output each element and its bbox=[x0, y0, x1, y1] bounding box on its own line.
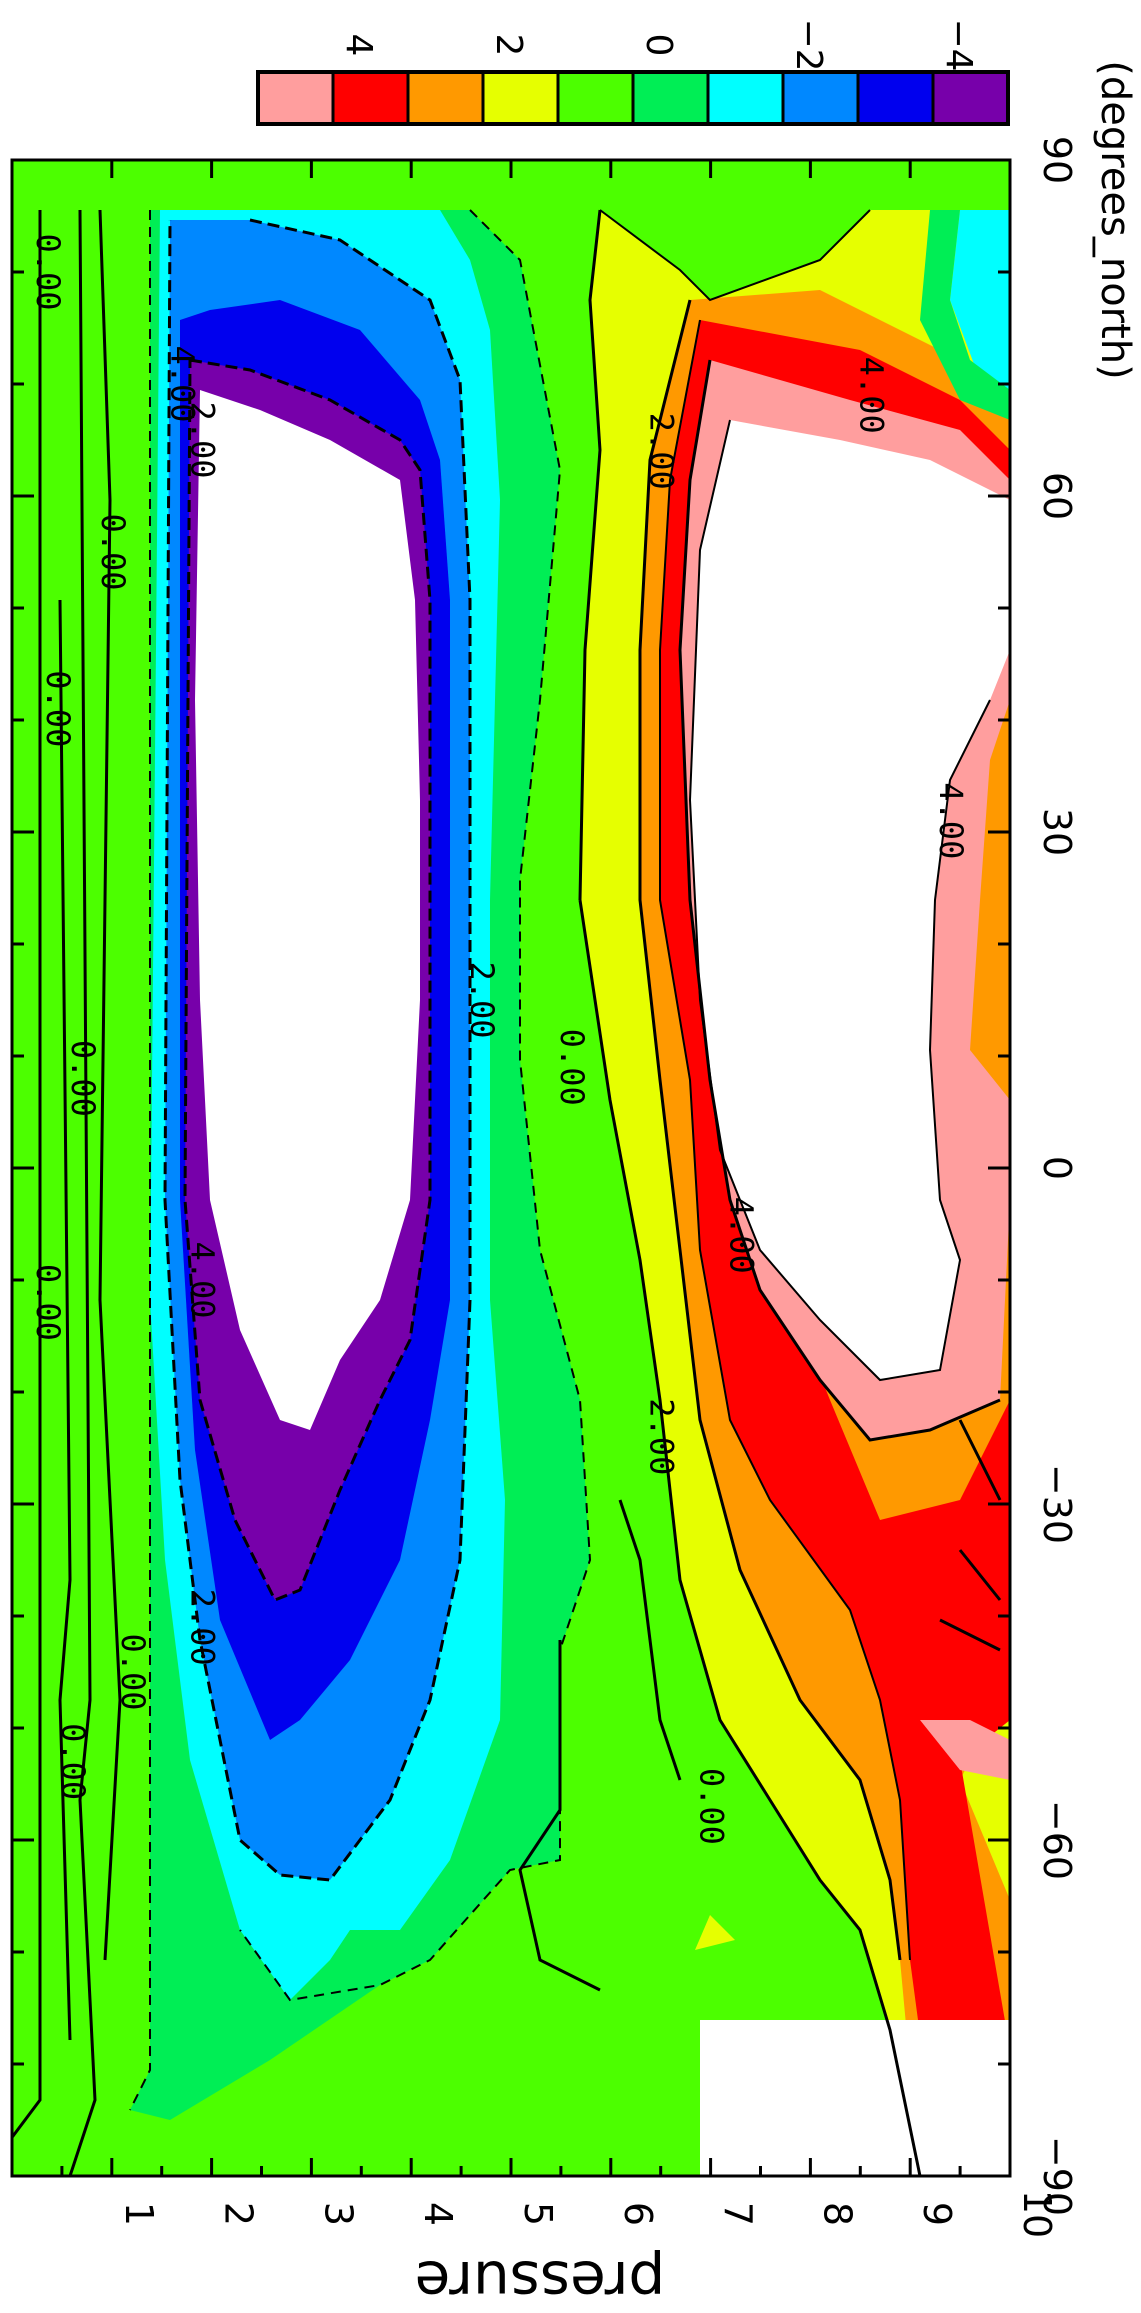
contour-fill-pink-2 bbox=[920, 1720, 1010, 1780]
contour-label: 2.00 bbox=[463, 961, 501, 1038]
colorbar-swatch bbox=[556, 70, 635, 126]
x-tick-label: 10 bbox=[1015, 2190, 1059, 2238]
contour-label: 4.00 bbox=[184, 1241, 222, 1318]
y-tick-label: 0 bbox=[1035, 1156, 1079, 1180]
axis-labels: 1 2 3 4 5 6 7 8 9 10−90 −60 −30 0 30 60 90 bbox=[117, 136, 1079, 2238]
contour-lines bbox=[12, 209, 1002, 2176]
contour-label: 0.00 bbox=[54, 1723, 92, 1800]
colorbar-tick-label: 2 bbox=[488, 34, 529, 57]
y-tick-label: −30 bbox=[1035, 1464, 1079, 1544]
contour-label: 0.00 bbox=[39, 670, 77, 747]
contour-label: 0.00 bbox=[29, 233, 67, 310]
colorbar-swatch bbox=[706, 70, 785, 126]
x-tick-label: 7 bbox=[716, 2202, 760, 2226]
contour-labels: 0.000.000.000.000.000.000.002.004.004.00… bbox=[29, 233, 970, 1844]
y-tick-label: 60 bbox=[1035, 472, 1079, 520]
colorbar-tick-label: −2 bbox=[788, 18, 829, 71]
contour-label: 4.00 bbox=[932, 782, 970, 859]
contour-label: 0.00 bbox=[64, 1040, 102, 1117]
contour-label: 2.00 bbox=[643, 1398, 681, 1475]
contour-label: 2.00 bbox=[184, 401, 222, 478]
colorbar-swatch bbox=[331, 70, 410, 126]
contour-fill-cyan-2 bbox=[950, 210, 1010, 390]
contour-fill-white-low bbox=[195, 390, 420, 1430]
x-tick-label: 9 bbox=[915, 2202, 959, 2226]
y-axis-title: (degrees_north) bbox=[1092, 60, 1138, 380]
x-tick-label: 4 bbox=[416, 2202, 460, 2226]
colorbar-frame bbox=[256, 70, 1010, 126]
contour-fill-white-high bbox=[690, 420, 1010, 1380]
x-tick-label: 3 bbox=[316, 2202, 360, 2226]
colorbar-tick-label: −4 bbox=[938, 18, 979, 71]
contour-label: 0.00 bbox=[553, 1029, 591, 1106]
colorbar-swatch bbox=[406, 70, 485, 126]
y-tick-label: −90 bbox=[1035, 2136, 1079, 2216]
x-tick-label: 8 bbox=[815, 2202, 859, 2226]
axis-ticks bbox=[12, 158, 1012, 2178]
x-axis-title: pressure bbox=[415, 2248, 666, 2308]
colorbar-swatch bbox=[256, 70, 335, 126]
colorbar-swatch bbox=[781, 70, 860, 126]
x-tick-label: 5 bbox=[516, 2202, 560, 2226]
contour-label: 2.00 bbox=[184, 1589, 222, 1666]
contour-fills bbox=[130, 210, 1010, 2176]
contour-label: 4.00 bbox=[852, 357, 890, 434]
x-tick-label: 6 bbox=[616, 2202, 660, 2226]
x-tick-label: 2 bbox=[217, 2202, 261, 2226]
y-tick-label: 30 bbox=[1035, 808, 1079, 856]
contour-label: 2.00 bbox=[643, 413, 681, 490]
colorbar-swatch bbox=[481, 70, 560, 126]
no-data-region bbox=[700, 2020, 1010, 2176]
contour-label: 4.00 bbox=[164, 345, 202, 422]
contour-label: 0.00 bbox=[693, 1768, 731, 1845]
y-tick-label: 90 bbox=[1035, 136, 1079, 184]
contour-fill-green-3 bbox=[920, 210, 1010, 420]
colorbar-tick-label: 0 bbox=[638, 34, 679, 57]
colorbar-swatch bbox=[931, 70, 1010, 126]
contour-label: 0.00 bbox=[94, 513, 132, 590]
colorbar-swatch bbox=[631, 70, 710, 126]
contour-fill-yellow-2 bbox=[695, 1915, 735, 1950]
colorbar-swatch bbox=[856, 70, 935, 126]
y-tick-label: −60 bbox=[1035, 1800, 1079, 1880]
x-tick-label: 1 bbox=[117, 2202, 161, 2226]
contour-label: 0.00 bbox=[114, 1633, 152, 1710]
colorbar-tick-label: 4 bbox=[338, 34, 379, 57]
contour-label: 4.00 bbox=[723, 1197, 761, 1274]
contour-label: 0.00 bbox=[29, 1264, 67, 1341]
colorbar: 4 2 0 −2 −4 bbox=[256, 18, 1010, 126]
